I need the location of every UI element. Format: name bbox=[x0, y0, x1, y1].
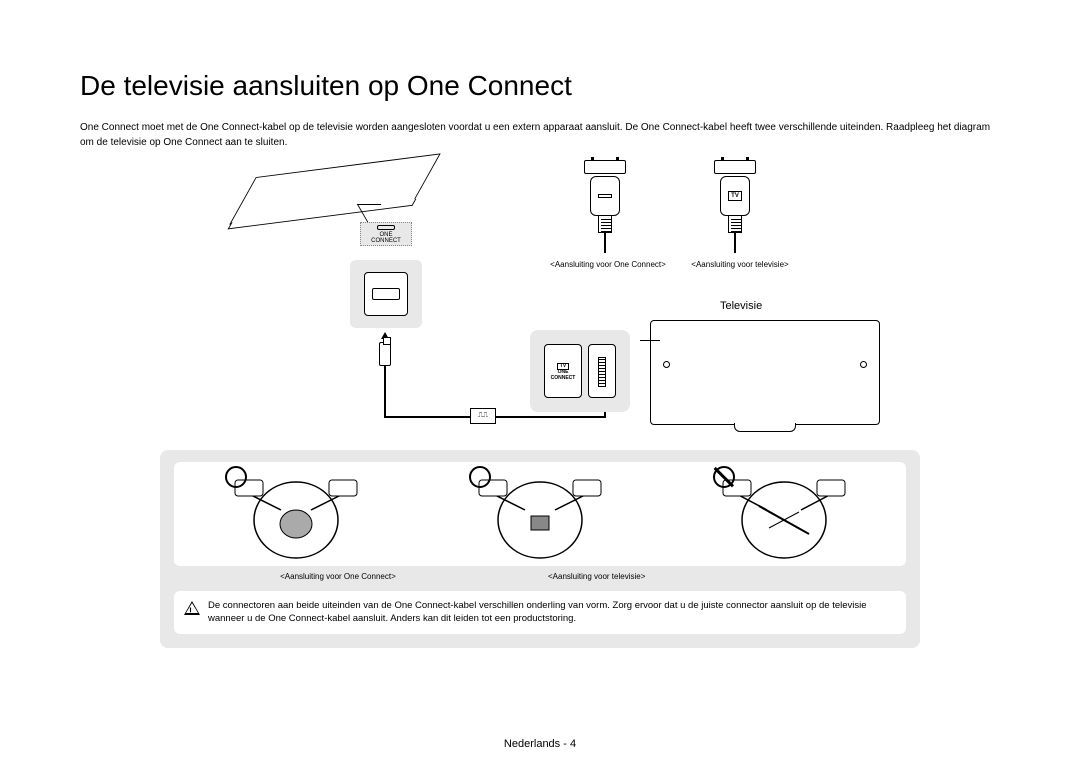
warning-text: De connectoren aan beide uiteinden van d… bbox=[208, 600, 867, 624]
tv-back-icon bbox=[650, 320, 880, 425]
tv-port-panel: TV ONE CONNECT bbox=[530, 330, 630, 412]
one-connect-label-text: ONE CONNECT bbox=[371, 232, 401, 244]
instruction-panel: <Aansluiting voor One Connect> <Aansluit… bbox=[160, 450, 920, 648]
cable-joiner-icon: ⎍⎍ bbox=[470, 408, 496, 424]
connector-tv-ok-icon bbox=[465, 466, 615, 562]
cable-end-tv-icon: TV bbox=[710, 160, 760, 253]
intro-paragraph: One Connect moet met de One Connect-kabe… bbox=[80, 120, 1000, 150]
one-connect-label: ONE CONNECT bbox=[360, 222, 412, 246]
connector-wrong-prohibit-icon bbox=[709, 466, 859, 562]
connection-diagram: ONE CONNECT ⎍⎍ TV <Aansluiting voor One … bbox=[80, 160, 1000, 450]
cable-line bbox=[384, 416, 470, 418]
cable-end-tv-label: <Aansluiting voor televisie> bbox=[680, 260, 800, 269]
callout-line bbox=[640, 340, 660, 341]
cable-line bbox=[384, 366, 386, 416]
warning-exclaim-icon: ! bbox=[189, 605, 192, 618]
cable-end-one-connect-icon bbox=[580, 160, 630, 253]
connector-oc-ok-icon bbox=[221, 466, 371, 562]
cable-line bbox=[496, 416, 606, 418]
connector-tv-sublabel: <Aansluiting voor televisie> bbox=[548, 572, 645, 581]
cable-end-oc-label: <Aansluiting voor One Connect> bbox=[548, 260, 668, 269]
one-connect-port-panel bbox=[350, 260, 422, 328]
connector-oc-sublabel: <Aansluiting voor One Connect> bbox=[280, 572, 396, 581]
one-connect-device-icon bbox=[229, 153, 441, 224]
warning-box: ! De connectoren aan beide uiteinden van… bbox=[174, 591, 906, 634]
connector-closeups bbox=[174, 462, 906, 566]
cable-plug-icon bbox=[379, 342, 391, 366]
warning-triangle-icon bbox=[184, 601, 200, 615]
page-footer: Nederlands - 4 bbox=[0, 738, 1080, 750]
page-title: De televisie aansluiten op One Connect bbox=[80, 70, 1000, 102]
tv-port-text: ONE CONNECT bbox=[551, 370, 576, 381]
tv-label: Televisie bbox=[720, 300, 762, 312]
